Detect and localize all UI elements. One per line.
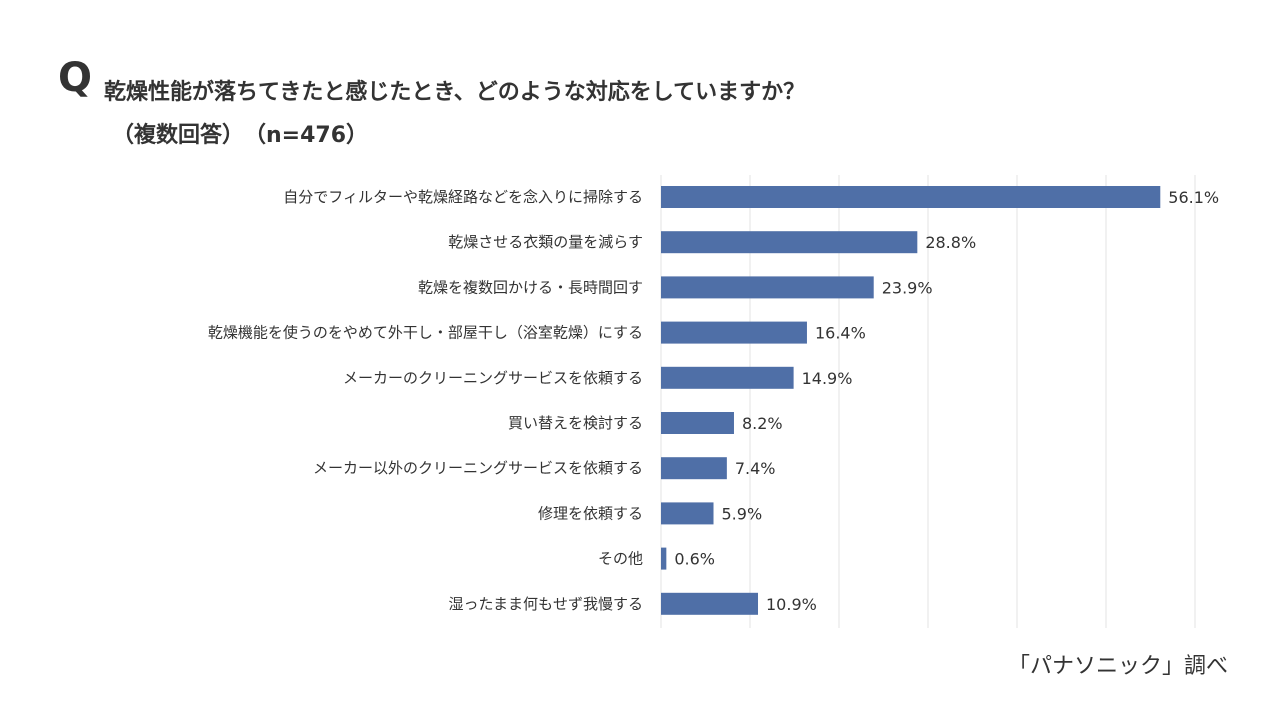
bar [661, 321, 807, 344]
value-label: 7.4% [735, 459, 776, 478]
category-label: 修理を依頼する [538, 504, 643, 522]
value-label: 16.4% [815, 324, 866, 343]
bar [661, 547, 667, 570]
category-label: 乾燥を複数回かける・長時間回す [418, 278, 643, 296]
category-label: その他 [598, 550, 643, 568]
value-label: 28.8% [925, 233, 976, 252]
bars [661, 186, 1161, 615]
bar [661, 457, 727, 480]
question-mark-q: Q [58, 55, 93, 101]
value-label: 14.9% [802, 369, 853, 388]
value-label: 10.9% [766, 595, 817, 614]
category-label: メーカーのクリーニングサービスを依頼する [343, 369, 643, 387]
category-label: 湿ったまま何もせず我慢する [448, 595, 643, 613]
category-label: 自分でフィルターや乾燥経路などを念入りに掃除する [283, 188, 643, 206]
labels: 自分でフィルターや乾燥経路などを念入りに掃除する 56.1% 乾燥させる衣類の量を減… [208, 188, 1219, 614]
bar [661, 412, 734, 434]
value-label: 5.9% [722, 504, 763, 523]
category-label: 買い替えを検討する [508, 414, 643, 432]
category-label: メーカー以外のクリーニングサービスを依頼する [313, 459, 643, 477]
chart-title: 乾燥性能が落ちてきたと感じたとき、どのような対応をしていますか？ [104, 80, 806, 105]
category-label: 乾燥機能を使うのをやめて外干し・部屋干し（浴室乾燥）にする [208, 324, 643, 342]
value-label: 56.1% [1168, 188, 1219, 207]
category-label: 乾燥させる衣類の量を減らす [448, 233, 643, 251]
chart-subtitle: （複数回答） （n=476） [112, 123, 369, 148]
bar [661, 231, 918, 254]
bar [661, 276, 874, 299]
bar [661, 186, 1161, 208]
bar [661, 592, 759, 615]
source-note: 「パナソニック」調べ [1007, 654, 1228, 679]
value-label: 23.9% [882, 278, 933, 297]
bar [661, 366, 794, 389]
value-label: 8.2% [742, 414, 783, 433]
bar [661, 502, 714, 525]
value-label: 0.6% [674, 550, 715, 569]
